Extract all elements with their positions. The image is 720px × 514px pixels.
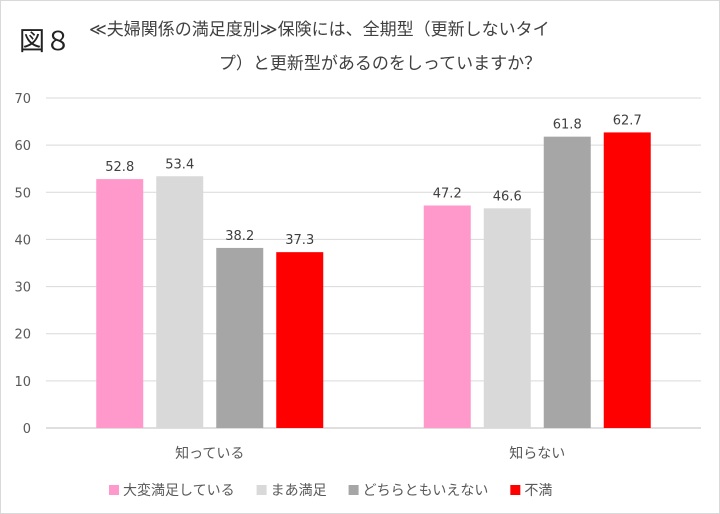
y-tick-label: 50	[14, 186, 31, 201]
bar	[276, 252, 324, 428]
bar	[543, 136, 591, 428]
figure-label: 図８	[19, 27, 72, 57]
legend-label: どちらともいえない	[363, 483, 489, 499]
data-label: 47.2	[433, 186, 462, 201]
data-label: 37.3	[285, 233, 314, 248]
bar	[156, 176, 204, 428]
legend-swatch	[348, 485, 359, 495]
data-label: 53.4	[165, 157, 194, 172]
y-tick-label: 10	[14, 375, 31, 390]
bar	[423, 205, 471, 428]
bar	[483, 208, 531, 428]
data-label: 52.8	[105, 160, 134, 175]
bar	[603, 132, 651, 428]
x-category-label: 知っている	[175, 445, 244, 462]
chart-title-line2: プ）と更新型があるのをしっていますか？	[218, 54, 542, 74]
legend-swatch	[510, 485, 521, 495]
legend-label: 不満	[524, 483, 552, 499]
data-label: 62.7	[613, 113, 642, 128]
y-tick-label: 60	[14, 139, 31, 154]
bar	[216, 247, 264, 428]
legend-swatch	[256, 485, 267, 495]
legend-swatch	[109, 485, 119, 495]
y-tick-label: 20	[14, 328, 31, 343]
data-label: 38.2	[225, 229, 254, 244]
data-label: 46.6	[493, 189, 522, 204]
legend-label: まあ満足	[271, 483, 327, 499]
y-tick-label: 70	[14, 92, 31, 107]
bar	[96, 179, 144, 428]
chart-title-line1: ≪夫婦関係の満足度別≫保険には、全期型（更新しないタイ	[89, 20, 550, 40]
legend-label: 大変満足している	[123, 482, 235, 499]
y-tick-label: 30	[14, 281, 31, 296]
y-tick-label: 0	[23, 422, 31, 437]
x-category-label: 知らない	[509, 445, 565, 462]
y-tick-label: 40	[14, 233, 31, 248]
data-label: 61.8	[553, 118, 582, 133]
